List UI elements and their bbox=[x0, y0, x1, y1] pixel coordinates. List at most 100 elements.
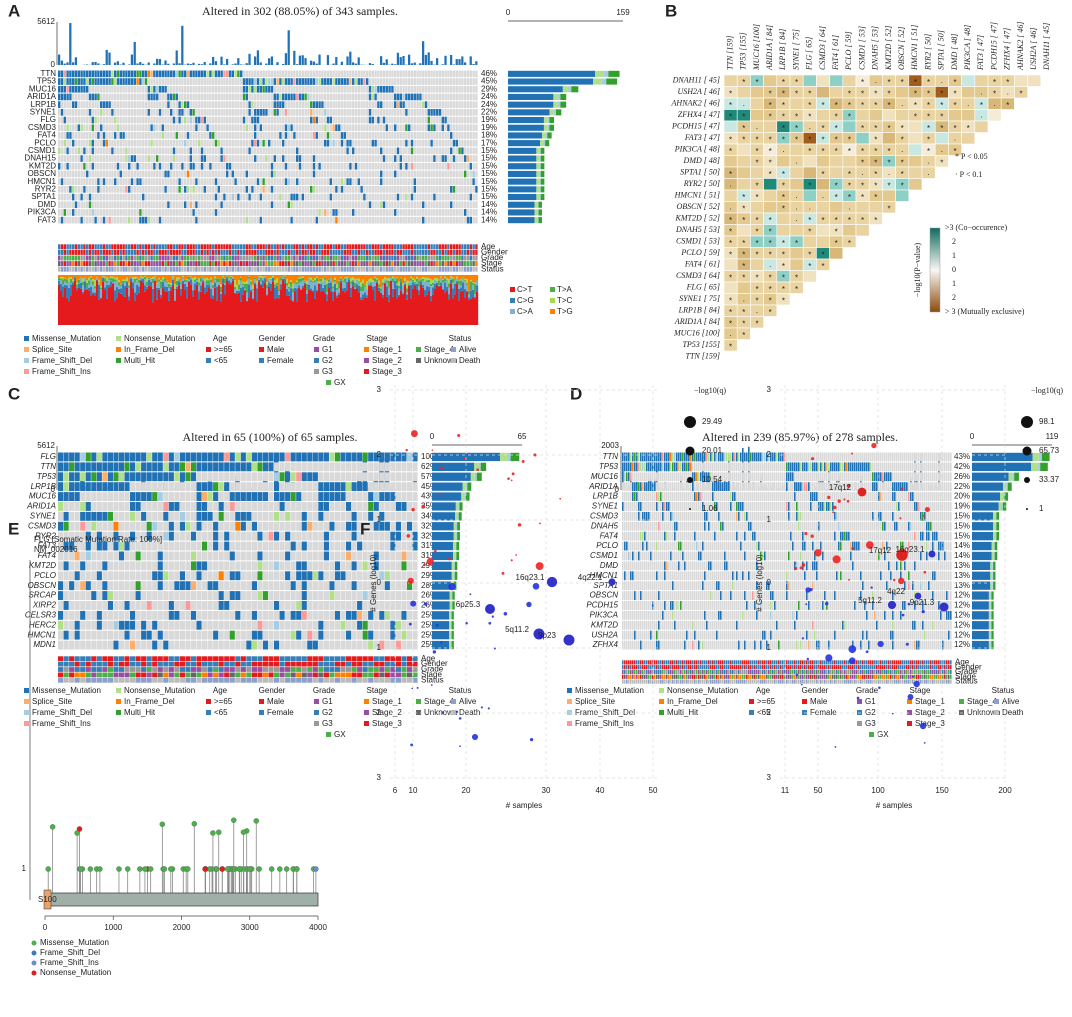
oncoplot-cell bbox=[329, 101, 332, 108]
signature-bar bbox=[156, 283, 159, 285]
oncoplot-cell bbox=[349, 93, 352, 101]
oncoplot-cell bbox=[234, 155, 237, 162]
oncoplot-cell bbox=[461, 132, 464, 139]
annotation-cell bbox=[178, 261, 181, 267]
oncoplot-cell bbox=[206, 201, 209, 209]
oncoplot-cell bbox=[77, 132, 80, 139]
oncoplot-cell bbox=[248, 116, 251, 124]
oncoplot-cell bbox=[63, 101, 66, 108]
oncoplot-cell bbox=[455, 178, 458, 185]
oncoplot-cell bbox=[164, 162, 167, 170]
oncoplot-cell bbox=[287, 178, 290, 185]
oncoplot-cell bbox=[304, 101, 307, 108]
oncoplot-cell bbox=[192, 93, 195, 101]
oncoplot-cell bbox=[58, 85, 61, 93]
annotation-cell bbox=[220, 266, 223, 272]
signature-bar bbox=[262, 277, 265, 281]
oncoplot-cell bbox=[86, 155, 89, 162]
signature-bar bbox=[224, 294, 227, 325]
oncoplot-cell bbox=[296, 124, 299, 132]
oncoplot-cell bbox=[122, 193, 125, 201]
signature-bar bbox=[358, 275, 361, 279]
count-axis-label: 0 bbox=[506, 8, 511, 17]
signature-bar bbox=[248, 297, 251, 325]
oncoplot-cell bbox=[139, 139, 142, 147]
oncoplot-cell bbox=[450, 193, 453, 201]
oncoplot-cell bbox=[346, 78, 349, 85]
gene-name: CSMD3 bbox=[28, 123, 57, 132]
oncoplot-cell bbox=[100, 70, 103, 78]
oncoplot-cell bbox=[402, 162, 405, 170]
oncoplot-cell bbox=[223, 139, 226, 147]
oncoplot-cell bbox=[203, 147, 206, 155]
oncoplot-cell bbox=[438, 78, 442, 85]
annotation-cell bbox=[164, 249, 167, 255]
oncoplot-cell bbox=[153, 124, 156, 132]
signature-bar bbox=[198, 278, 201, 283]
signature-bar bbox=[250, 275, 253, 280]
signature-bar bbox=[376, 280, 379, 282]
signature-bar bbox=[92, 281, 95, 285]
oncoplot-cell bbox=[122, 170, 125, 178]
oncoplot-cell bbox=[343, 139, 346, 147]
oncoplot-cell bbox=[416, 201, 419, 209]
annotation-cell bbox=[357, 261, 360, 267]
annotation-cell bbox=[430, 244, 433, 250]
oncoplot-cell bbox=[217, 193, 220, 201]
oncoplot-cell bbox=[128, 101, 131, 108]
oncoplot-cell bbox=[198, 124, 201, 132]
oncoplot-cell bbox=[441, 186, 444, 193]
signature-bar bbox=[58, 277, 61, 281]
annotation-cell bbox=[307, 244, 310, 250]
oncoplot-cell bbox=[192, 124, 195, 132]
oncoplot-cell bbox=[228, 201, 232, 209]
oncoplot-cell bbox=[125, 162, 128, 170]
annotation-cell bbox=[315, 261, 318, 267]
oncoplot-cell bbox=[256, 93, 260, 101]
oncoplot-cell bbox=[374, 178, 377, 185]
oncoplot-cell bbox=[172, 101, 176, 108]
oncoplot-cell bbox=[321, 216, 324, 224]
oncoplot-cell bbox=[198, 155, 201, 162]
oncoplot-cell bbox=[170, 85, 173, 93]
oncoplot-cell bbox=[248, 93, 251, 101]
oncoplot-cell bbox=[265, 78, 268, 85]
oncoplot-cell bbox=[408, 101, 411, 108]
oncoplot-cell bbox=[125, 147, 128, 155]
oncoplot-cell bbox=[100, 147, 103, 155]
oncoplot-cell bbox=[307, 109, 310, 116]
signature-bar bbox=[202, 276, 205, 278]
oncoplot-cell bbox=[102, 170, 106, 178]
oncoplot-cell bbox=[128, 178, 131, 185]
oncoplot-cell bbox=[259, 209, 262, 216]
oncoplot-cell bbox=[209, 116, 212, 124]
signature-bar bbox=[370, 275, 373, 279]
oncoplot-cell bbox=[192, 209, 195, 216]
oncoplot-cell bbox=[223, 193, 226, 201]
oncoplot-cell bbox=[100, 155, 103, 162]
oncoplot-cell bbox=[282, 162, 285, 170]
tmb-bar bbox=[94, 61, 97, 65]
oncoplot-cell bbox=[83, 193, 86, 201]
oncoplot-cell bbox=[133, 101, 136, 108]
annotation-cell bbox=[88, 255, 92, 261]
gene-name: FAT4 bbox=[37, 131, 56, 140]
oncoplot-cell bbox=[466, 70, 470, 78]
oncoplot-cell bbox=[405, 178, 408, 185]
oncoplot-cell bbox=[209, 178, 212, 185]
annotation-cell bbox=[128, 249, 131, 255]
signature-bar bbox=[164, 281, 167, 287]
annotation-cell bbox=[192, 255, 195, 261]
annotation-cell bbox=[209, 255, 212, 261]
signature-bar bbox=[66, 279, 69, 284]
oncoplot-cell bbox=[408, 124, 411, 132]
signature-bar bbox=[70, 278, 73, 284]
oncoplot-cell bbox=[91, 132, 94, 139]
oncoplot-cell bbox=[340, 201, 344, 209]
annotation-cell bbox=[408, 255, 411, 261]
oncoplot-cell bbox=[167, 78, 170, 85]
annotation-cell bbox=[136, 249, 139, 255]
annotation-cell bbox=[150, 249, 153, 255]
signature-bar bbox=[376, 275, 379, 279]
oncoplot-cell bbox=[282, 101, 285, 108]
